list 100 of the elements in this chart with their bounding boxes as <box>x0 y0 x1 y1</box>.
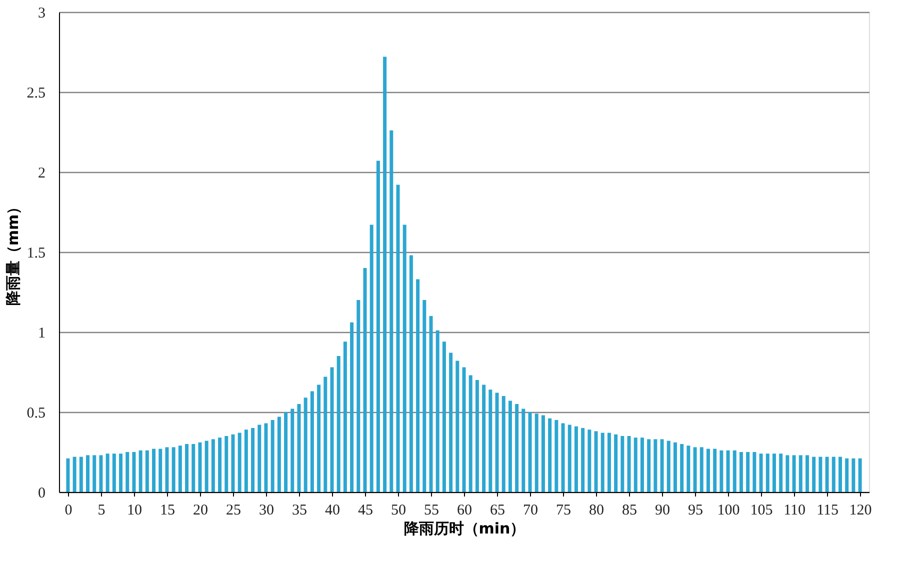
bar <box>442 342 446 492</box>
bar <box>86 455 90 492</box>
bar <box>422 300 426 492</box>
bar <box>402 224 406 492</box>
bar <box>119 454 123 492</box>
x-tick-label: 70 <box>523 502 538 518</box>
bar <box>627 436 631 492</box>
bar <box>832 456 836 492</box>
y-tick-label: 1.5 <box>26 246 46 262</box>
bar <box>812 456 816 492</box>
bar <box>752 452 756 492</box>
bar <box>258 424 262 492</box>
x-tick-label: 10 <box>126 502 142 518</box>
bar <box>654 439 658 492</box>
bar <box>594 431 598 492</box>
bar <box>238 432 242 492</box>
bar <box>106 454 110 492</box>
bar <box>522 408 526 492</box>
bar <box>456 360 460 492</box>
bar <box>600 432 604 492</box>
bar <box>356 300 360 492</box>
bar <box>561 423 565 492</box>
bar <box>508 400 512 492</box>
bar <box>574 426 578 492</box>
bar <box>251 428 255 492</box>
bar <box>370 224 374 492</box>
bar <box>666 440 670 492</box>
bar <box>264 423 268 492</box>
x-tick-label: 35 <box>292 502 307 518</box>
y-tick-label: 3 <box>38 6 46 22</box>
x-tick-label: 25 <box>226 502 241 518</box>
x-tick-label: 20 <box>192 502 208 518</box>
x-tick-label: 100 <box>717 502 740 518</box>
bar <box>277 416 281 492</box>
bar <box>706 448 710 492</box>
bar <box>759 454 763 492</box>
bar <box>700 447 704 492</box>
bar <box>198 442 202 492</box>
y-axis-title: 降雨量（mm） <box>4 199 22 306</box>
x-tick-label: 95 <box>688 502 704 518</box>
bar <box>786 455 790 492</box>
bar <box>766 454 770 492</box>
x-tick-label: 105 <box>750 502 773 518</box>
bar <box>132 452 136 492</box>
bar <box>647 439 651 492</box>
bar <box>739 452 743 492</box>
x-tick-label: 40 <box>324 502 340 518</box>
x-tick-label: 55 <box>424 502 439 518</box>
bar <box>330 367 334 492</box>
bar <box>436 330 440 492</box>
bar <box>772 454 776 492</box>
bar <box>746 452 750 492</box>
bar <box>324 376 328 492</box>
bar <box>726 450 730 492</box>
bar <box>614 434 618 492</box>
bar <box>581 428 585 492</box>
x-tick-label: 85 <box>622 502 638 518</box>
bar <box>185 444 189 492</box>
y-tick-label: 0.5 <box>26 406 46 422</box>
bar <box>363 268 367 492</box>
bar <box>92 455 96 492</box>
bar <box>792 455 796 492</box>
x-axis-title: 降雨历时（min） <box>404 520 526 538</box>
bar <box>475 380 479 492</box>
bar <box>640 438 644 492</box>
bar <box>805 455 809 492</box>
bar <box>336 356 340 492</box>
bar <box>858 458 862 492</box>
bar <box>528 412 532 492</box>
bar <box>588 430 592 492</box>
x-tick-label: 75 <box>556 502 572 518</box>
bar <box>317 384 321 492</box>
bar <box>218 438 222 492</box>
x-tick-label: 45 <box>358 502 373 518</box>
x-tick-label: 115 <box>816 502 839 518</box>
bar <box>686 446 690 492</box>
bar <box>244 430 248 492</box>
bar <box>673 442 677 492</box>
bar <box>172 447 176 492</box>
bar <box>495 392 499 492</box>
x-tick-label: 15 <box>160 502 175 518</box>
bar <box>383 56 387 492</box>
bar <box>178 446 182 492</box>
x-tick-label: 80 <box>589 502 604 518</box>
bar <box>284 412 288 492</box>
bar <box>99 455 103 492</box>
x-tick-label: 90 <box>655 502 670 518</box>
bar <box>468 375 472 492</box>
bar <box>634 438 638 492</box>
x-tick-label: 5 <box>98 502 106 518</box>
bar <box>488 390 492 492</box>
bar <box>152 448 156 492</box>
bar <box>502 396 506 492</box>
x-tick-label: 30 <box>258 502 274 518</box>
bar <box>211 439 215 492</box>
bar <box>554 420 558 492</box>
bar <box>350 322 354 492</box>
bar <box>396 184 400 492</box>
bar <box>158 448 162 492</box>
bar <box>852 458 856 492</box>
